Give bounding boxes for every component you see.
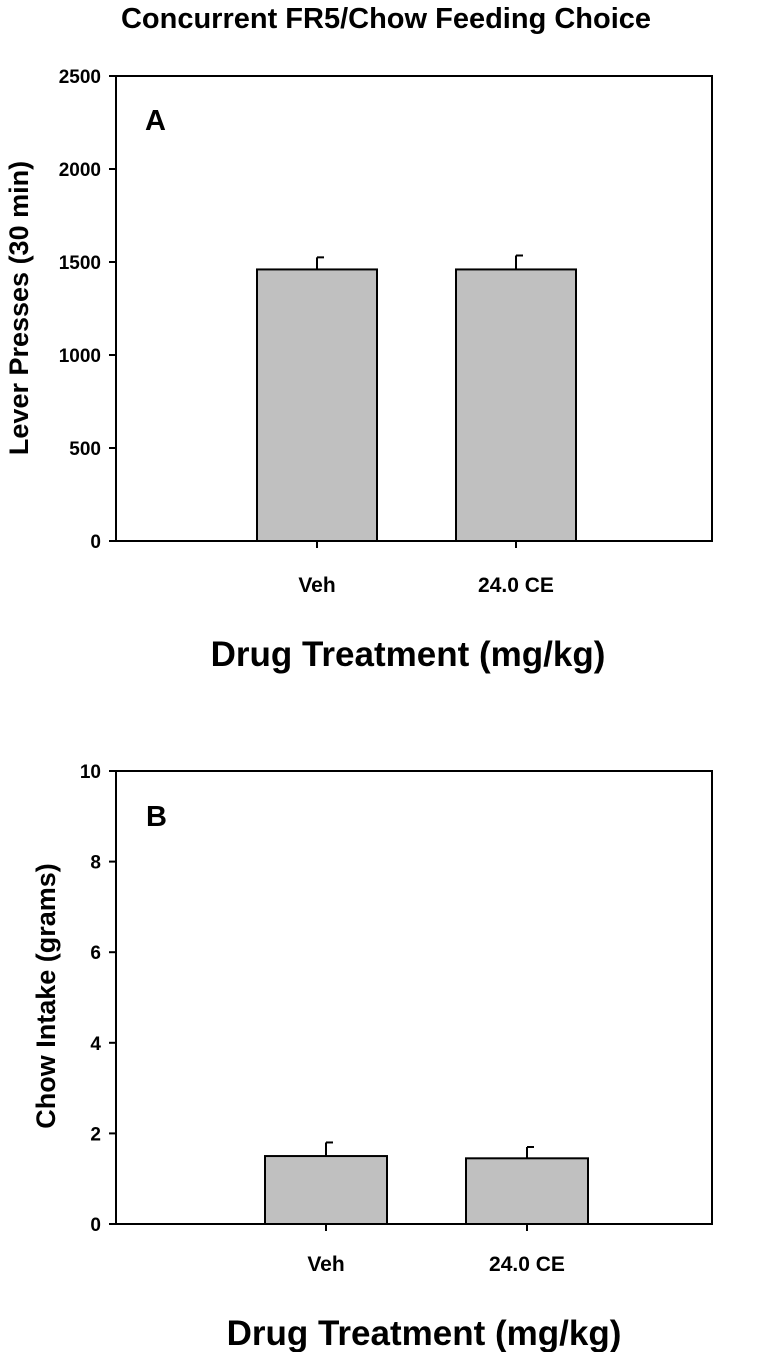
panel-a-y-axis-title: Lever Presses (30 min): [4, 161, 34, 455]
panel-a-y-tick-label: 500: [69, 439, 101, 460]
panel-a-letter: A: [145, 105, 166, 137]
panel-b-y-tick-label: 10: [80, 762, 101, 783]
panel-b-plot-frame: [115, 770, 713, 1225]
panel-a-bars: Veh 24.0 CE: [256, 254, 577, 597]
panel-b-letter: B: [146, 801, 167, 833]
panel-b-y-tick-label: 4: [90, 1034, 101, 1055]
panel-a-bar: [256, 268, 378, 542]
panel-a-bar: [455, 268, 577, 542]
panel-b-bar: [264, 1155, 388, 1226]
panel-b-y-axis-title: Chow Intake (grams): [31, 863, 61, 1129]
panel-a-y-tick-label: 0: [90, 532, 101, 553]
panel-a-category-label: 24.0 CE: [478, 574, 554, 597]
panel-b-y-ticks: 0 2 4 6 8 10: [80, 762, 116, 1236]
panel-a-y-tick-label: 2000: [59, 160, 101, 181]
panel-b-x-axis-title: Drug Treatment (mg/kg): [227, 1314, 622, 1352]
panel-a: A 0 500 1000 1500 2000 2500 Veh 24.0 CE Lever …: [4, 67, 713, 674]
panel-b-category-label: Veh: [307, 1253, 344, 1276]
panel-b-y-tick-label: 8: [90, 853, 101, 874]
panel-b-bar: [465, 1157, 589, 1225]
panel-b-bars: Veh 24.0 CE: [264, 1141, 589, 1276]
panel-b-y-tick-label: 6: [90, 943, 101, 964]
panel-a-y-tick-label: 1500: [59, 253, 101, 274]
panel-b-y-tick-label: 2: [90, 1124, 101, 1145]
panel-a-y-tick-label: 2500: [59, 67, 101, 88]
panel-a-category-label: Veh: [298, 574, 335, 597]
panel-a-y-ticks: 0 500 1000 1500 2000 2500: [59, 67, 116, 553]
panel-b-y-tick-label: 0: [90, 1215, 101, 1236]
panel-a-x-axis-title: Drug Treatment (mg/kg): [211, 635, 606, 674]
figure-title: Concurrent FR5/Chow Feeding Choice: [121, 3, 651, 35]
panel-a-plot-frame: [115, 75, 713, 542]
panel-b-category-label: 24.0 CE: [489, 1253, 565, 1276]
panel-a-y-tick-label: 1000: [59, 346, 101, 367]
panel-b: B 0 2 4 6 8 10 Veh 24.0 CE Chow Intake (grams)…: [31, 762, 713, 1352]
